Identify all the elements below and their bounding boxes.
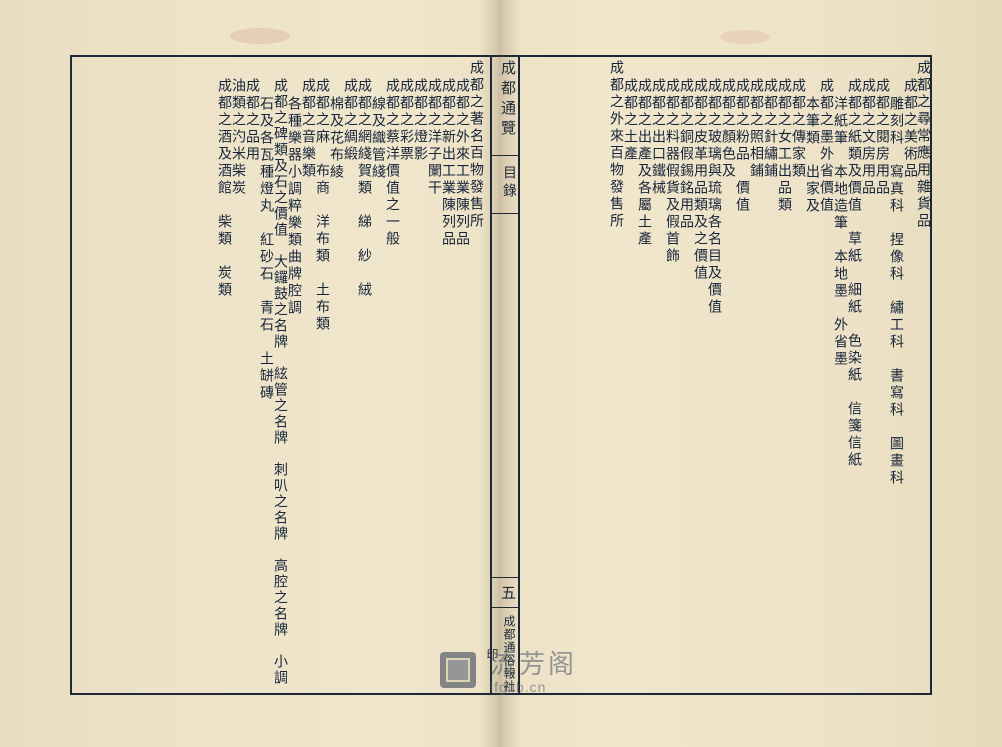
text-column: 成都之閱房用品: [874, 60, 888, 197]
text-column: 成都之彩票: [398, 60, 412, 163]
document-subtitle: 目錄: [492, 165, 518, 201]
text-column: 成都之品用: [244, 60, 258, 163]
text-column: 成都之外來百物發售所: [608, 60, 622, 230]
text-column: 成都之綢緞: [342, 60, 356, 163]
watermark-chinese: 流芳阁: [490, 644, 577, 681]
text-column: 成都之燈影: [412, 60, 426, 163]
paper-stain: [720, 30, 770, 44]
text-column: 成都之土產: [622, 60, 636, 163]
watermark-logo: [440, 652, 480, 692]
text-column: 成都之出口鐵械: [650, 60, 664, 197]
text-column: 成都之針繡鋪: [762, 60, 776, 180]
text-column: 成都之料器假貨及假首飾: [664, 60, 678, 265]
text-column: 油類之汋米柴炭: [230, 60, 244, 197]
text-column: 成都之外來工業陳列品: [454, 60, 468, 248]
text-column: 成都之銅假錫銘用品: [678, 60, 692, 231]
text-column: 成都之蔡洋價值之一般: [384, 60, 398, 248]
text-column: 成都之粉品 價值: [734, 60, 748, 214]
text-column: 雕刻科 寫真科 捏像科 繡工科 書寫科 圖畫科: [888, 60, 902, 487]
text-column: 成都之酒及酒館 柴類 炭類: [216, 60, 230, 299]
page-number: 五: [492, 585, 518, 604]
text-column: 成都之音樂類: [300, 60, 314, 180]
text-column: 成都之新出工業陳列品: [440, 60, 454, 248]
text-column: 成都之文房用品: [860, 60, 874, 197]
text-column: 成都之紙類及價值 草紙 細紙 色染紙 信箋信紙: [846, 60, 860, 469]
text-column: 成都之出產及各屬土產: [636, 60, 650, 248]
text-column: 成都之美術品: [902, 60, 916, 180]
text-column: 成都之碑類及石之價值 大鑼鼓之名牌 絃管之名牌 刺叭之名牌 高腔之名牌 小調: [272, 60, 286, 686]
text-column: 成都之顏色及: [720, 60, 734, 180]
text-column: 成都之著名百物發售所: [468, 60, 482, 230]
text-column: 成都之照相鋪: [748, 60, 762, 180]
text-column: 成都之皮革用品類及之價值: [692, 60, 706, 282]
right-page-text: 成都之尋常應用雜貨品成都之美術品雕刻科 寫真科 捏像科 繡工科 書寫科 圖畫科成…: [525, 60, 925, 690]
text-column: 棉及花布綾: [328, 60, 342, 181]
text-column: 本筆類 出家及: [804, 60, 818, 215]
text-column: 成都之網綫賀類 綈 紗 絨: [356, 60, 370, 299]
text-column: 石及各瓦種燈丸 紅砂石 青石 土缾磚: [258, 60, 272, 402]
watermark-english: lfglib.cn: [490, 679, 577, 695]
text-column: 成都之女工出品類: [776, 60, 790, 214]
text-column: 成都之墨外省價值: [818, 60, 832, 214]
text-column: 各種樂器小調粹樂類曲牌腔調: [286, 60, 300, 317]
document-title: 成都通覽: [492, 60, 518, 140]
watermark-text: 流芳阁 lfglib.cn: [490, 644, 577, 695]
paper-stain: [230, 28, 290, 44]
text-column: 洋紙筆 本地造筆 本地墨 外省墨: [832, 60, 846, 368]
text-column: 線及織管綫: [370, 60, 384, 181]
text-column: 成都之傳家類: [790, 60, 804, 180]
text-column: 成都之洋子闌干: [426, 60, 440, 197]
text-column: 成都之麻 布商 洋布類 土布類: [314, 60, 328, 333]
left-page-text: 成都之著名百物發售所成都之外來工業陳列品成都之新出工業陳列品成都之洋子闌干成都之…: [73, 60, 483, 690]
text-column: 成都之尋常應用雜貨品: [915, 60, 929, 230]
text-column: 成都之玻璃與琉璃各名目及價值: [706, 60, 720, 316]
header-column: 成都通覽 目錄 五 成都通俗報社印: [490, 55, 520, 695]
